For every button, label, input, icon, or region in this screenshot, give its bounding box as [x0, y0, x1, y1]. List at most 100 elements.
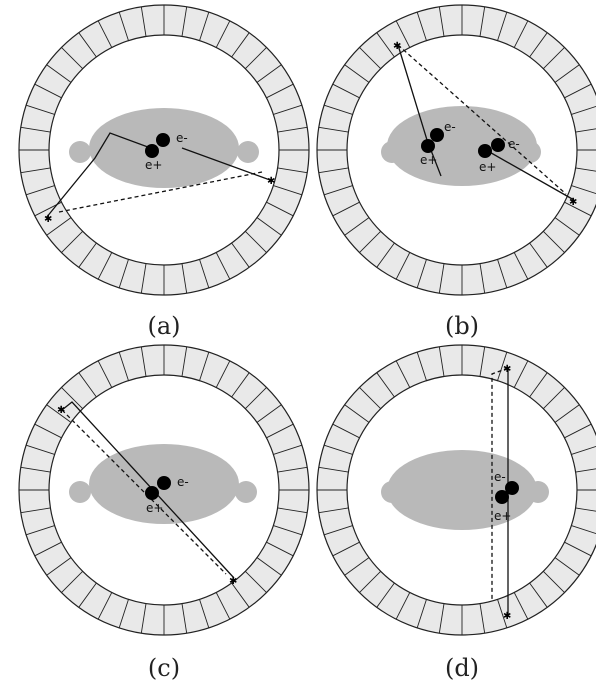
detector-crystal-divider [344, 557, 370, 576]
detector-crystal-divider [256, 404, 282, 423]
detector-crystal-divider [359, 230, 382, 253]
detector-crystal-divider [46, 557, 72, 576]
detector-crystal-divider [554, 217, 580, 236]
detector-crystal-divider [34, 83, 62, 99]
detector-crystal-divider [20, 507, 51, 514]
detector-crystal-divider [344, 64, 370, 83]
source-phantom [69, 108, 259, 188]
detector-crystal-divider [199, 599, 210, 629]
detector-crystal-divider [256, 217, 282, 236]
detector-ring [316, 344, 596, 636]
detector-crystal-divider [181, 603, 188, 634]
panel-c: e- e+ ✱ ✱ (c) [18, 344, 310, 682]
detector-crystal-divider [571, 185, 596, 195]
detector-crystal-divider [256, 64, 282, 83]
detector-crystal-divider [97, 20, 113, 48]
hit-marker: ✱ [503, 611, 511, 622]
detector-crystal-divider [554, 557, 580, 576]
hit-marker: ✱ [569, 197, 577, 208]
detector-crystal-divider [215, 252, 231, 280]
detector-crystal-divider [318, 466, 349, 473]
panel-a: e- e+ ✱ ✱ (a) [18, 4, 310, 340]
detector-crystal-divider [359, 387, 382, 410]
panel-caption: (a) [147, 312, 180, 340]
positron-label: e+ [494, 509, 511, 523]
detector-crystal-divider [318, 167, 349, 174]
detector-crystal-divider [199, 259, 210, 289]
detector-crystal-divider [416, 351, 427, 381]
detector-crystal-divider [97, 360, 113, 388]
detector-crystal-divider [438, 6, 445, 37]
detector-crystal-divider [181, 6, 188, 37]
positron-label: e+ [146, 501, 163, 515]
detector-crystal-divider [20, 466, 51, 473]
hit-marker: ✱ [229, 576, 237, 587]
detector-crystal-divider [529, 32, 548, 58]
detector-crystal-divider [575, 128, 596, 133]
detector-ring [316, 4, 596, 296]
detector-crystal-divider [513, 360, 529, 388]
detector-crystal-divider [277, 507, 308, 514]
detector-crystal-divider [118, 599, 129, 629]
detector-crystal-divider [323, 185, 353, 196]
detector-crystal-divider [46, 217, 72, 236]
detector-crystal-divider [564, 541, 592, 557]
annihilation-pair [145, 476, 171, 500]
hit-marker: ✱ [44, 214, 52, 225]
detector-crystal-divider [376, 582, 395, 608]
detector-crystal-divider [244, 387, 267, 410]
detector-crystal-divider [266, 423, 294, 439]
detector-crystal-divider [438, 263, 445, 294]
detector-crystal-divider [542, 47, 565, 70]
detector-crystal-divider [344, 404, 370, 423]
detector-crystal-divider [140, 263, 147, 294]
detector-crystal-divider [25, 104, 55, 115]
detector-crystal-divider [34, 541, 62, 557]
detector-crystal-divider [97, 252, 113, 280]
detector-crystal-divider [231, 242, 250, 268]
detector-crystal-divider [266, 201, 294, 217]
detector-crystal-divider [376, 242, 395, 268]
detector-crystal-divider [571, 525, 596, 535]
detector-crystal-divider [332, 83, 360, 99]
detector-crystal-divider [376, 32, 395, 58]
detector-crystal-divider [266, 83, 294, 99]
electron-label: e- [177, 475, 189, 489]
annihilation-pair [478, 138, 505, 158]
detector-crystal-divider [266, 541, 294, 557]
detector-crystal-divider [25, 185, 55, 196]
detector-crystal-divider [497, 11, 508, 41]
detector-crystal-divider [78, 242, 97, 268]
detector-crystal-divider [542, 387, 565, 410]
electron-label: e- [508, 137, 520, 151]
detector-crystal-divider [277, 126, 308, 133]
detector-crystal-divider [323, 444, 353, 455]
detector-crystal-divider [344, 217, 370, 236]
detector-crystal-divider [564, 423, 592, 439]
detector-crystal-divider [140, 603, 147, 634]
detector-crystal-divider [359, 47, 382, 70]
detector-crystal-divider [529, 372, 548, 398]
detector-crystal-divider [273, 104, 303, 115]
detector-crystal-divider [199, 351, 210, 381]
detector-crystal-divider [256, 557, 282, 576]
detector-crystal-divider [575, 468, 596, 473]
panel-caption: (d) [445, 654, 479, 682]
detector-crystal-divider [277, 167, 308, 174]
electron-label: e- [444, 120, 456, 134]
positron [421, 139, 435, 153]
detector-crystal-divider [323, 525, 353, 536]
detector-crystal-divider [497, 259, 508, 289]
detector-crystal-divider [554, 64, 580, 83]
positron [495, 490, 509, 504]
detector-crystal-divider [479, 346, 486, 377]
detector-crystal-divider [542, 230, 565, 253]
detector-crystal-divider [497, 599, 508, 629]
hit-marker: ✱ [393, 41, 401, 52]
detector-crystal-divider [25, 525, 55, 536]
detector-crystal-divider [244, 570, 267, 593]
detector-crystal-divider [25, 444, 55, 455]
detector-crystal-divider [564, 83, 592, 99]
detector-crystal-divider [118, 351, 129, 381]
detector-crystal-divider [318, 126, 349, 133]
